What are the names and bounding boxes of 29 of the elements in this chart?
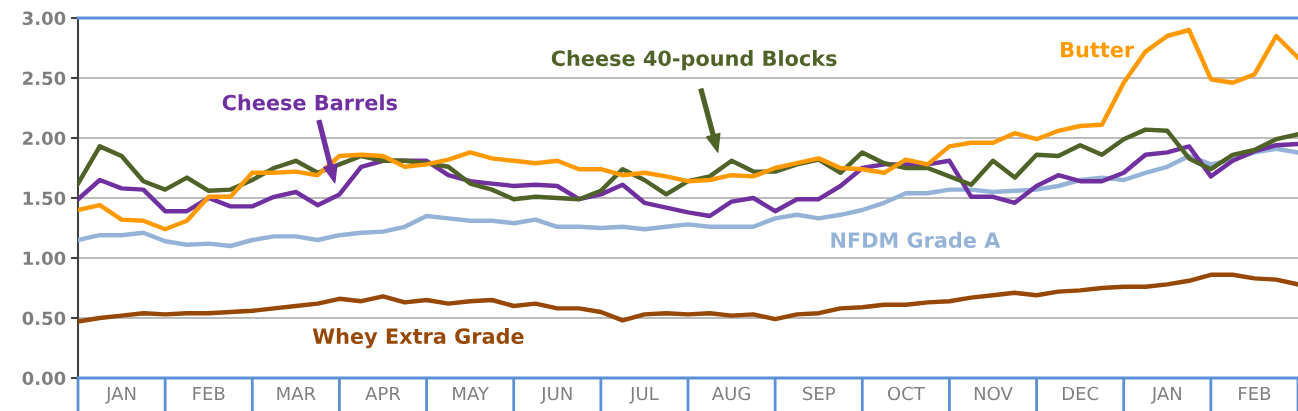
x-tick-label: MAR [277, 386, 316, 401]
x-tick-label: OCT [887, 386, 925, 401]
y-tick-label: 1.50 [23, 191, 66, 206]
x-tick-label: JAN [1150, 386, 1181, 404]
y-tick-label: 2.00 [23, 131, 66, 146]
x-tick-label: SEP [803, 386, 835, 401]
x-tick-label: NOV [974, 386, 1013, 401]
series-label: NFDM Grade A [831, 231, 1001, 248]
y-tick-label: 1.00 [23, 251, 66, 266]
y-tick-label: 0.50 [22, 311, 66, 326]
x-tick-label: AUG [711, 386, 750, 401]
x-tick-label: FEB [193, 386, 225, 401]
series-label: Butter [1061, 42, 1135, 58]
text: Cheese 40-pound Blocks [551, 50, 837, 71]
y-tick-label: 0.00 [22, 371, 66, 386]
x-tick-label: JAN [105, 386, 136, 404]
line-series [78, 146, 1298, 249]
y-tick-label: 2.50 [23, 71, 66, 86]
series-label: Whey Extra Grade [312, 327, 524, 349]
x-tick-label: APR [365, 386, 401, 401]
x-tick-label: FEB [1239, 386, 1271, 401]
text: Cheese Barrels [222, 94, 397, 111]
line-series [78, 272, 1298, 324]
x-tick-label: DEC [1062, 386, 1099, 401]
y-tick-label: 3.00 [22, 11, 66, 26]
line-series [78, 27, 1298, 232]
x-tick-label: MAY [453, 386, 489, 401]
x-tick-label: JUN [540, 386, 572, 404]
x-tick-label: JUL [629, 386, 659, 404]
